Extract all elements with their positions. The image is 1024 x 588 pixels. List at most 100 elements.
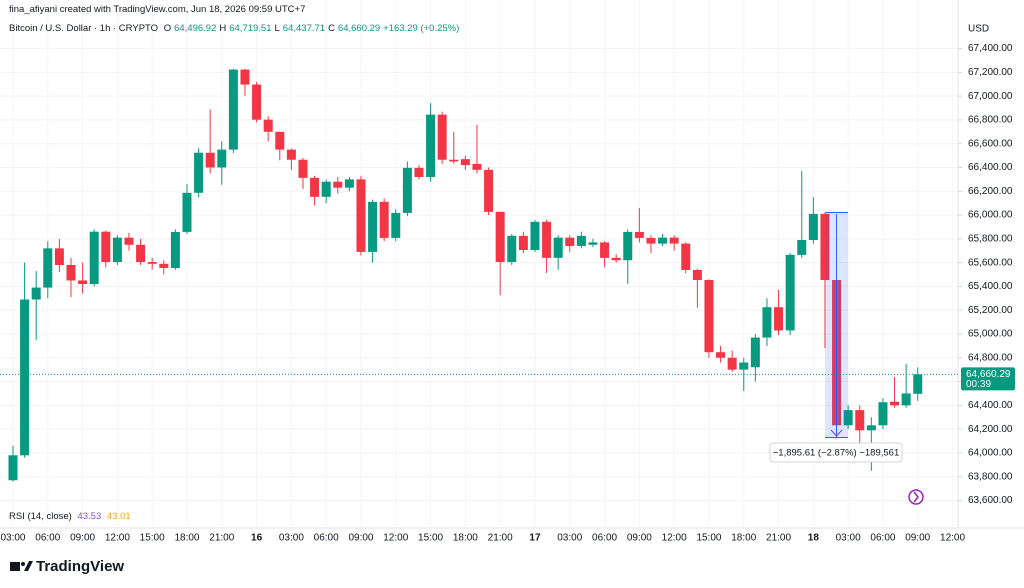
y-tick-label: 65,200.00	[968, 305, 1013, 316]
candle-body	[866, 425, 876, 431]
candle-body	[739, 362, 749, 370]
candle-body	[750, 337, 760, 368]
symbol: Bitcoin / U.S. Dollar · 1h · CRYPTO	[9, 23, 159, 34]
x-tick-label: 15:00	[140, 533, 165, 544]
last-price-label: 64,660.29	[966, 369, 1011, 380]
candle-body	[298, 159, 308, 178]
candle-body	[542, 221, 552, 258]
candle-body	[843, 410, 853, 426]
y-tick-label: 65,600.00	[968, 257, 1013, 268]
candle-body	[252, 84, 262, 120]
candle-body	[774, 307, 784, 331]
ohlc-key: H	[219, 23, 227, 34]
x-tick-label: 09:00	[905, 533, 930, 544]
candle-body	[344, 179, 354, 188]
candle-body	[205, 152, 215, 168]
candle-body	[20, 299, 30, 456]
x-tick-label: 03:00	[0, 533, 25, 544]
credit: fina_afiyani created with TradingView.co…	[9, 4, 306, 15]
candle-body	[147, 262, 157, 264]
x-tick-label: 12:00	[105, 533, 130, 544]
logo-slash	[24, 561, 33, 571]
candle-body	[878, 402, 888, 426]
logo-dot	[21, 562, 25, 566]
candle-body	[553, 237, 563, 258]
tradingview-logo	[10, 561, 33, 571]
candle-body	[136, 244, 146, 263]
ohlc-value: 64,437.71	[282, 23, 326, 34]
candle-body	[669, 237, 679, 244]
candle-body	[449, 159, 459, 162]
x-tick-label: 17	[529, 533, 541, 544]
candle-body	[890, 401, 900, 406]
candle-body	[101, 231, 111, 263]
candle-body	[286, 149, 296, 160]
candle-body	[797, 240, 807, 255]
candle-body	[901, 393, 911, 406]
legend: Bitcoin / U.S. Dollar · 1h · CRYPTO O 64,…	[9, 23, 462, 34]
x-tick-label: 03:00	[557, 533, 582, 544]
candle-body	[426, 114, 436, 177]
replay-icon[interactable]	[908, 489, 924, 505]
y-tick-label: 67,200.00	[968, 67, 1013, 78]
currency: USD	[968, 24, 989, 35]
candle-body	[182, 192, 192, 232]
candle-body	[124, 237, 134, 245]
candle-body	[495, 211, 505, 263]
candle-body	[217, 149, 227, 168]
candle-body	[414, 167, 424, 177]
x-tick-label: 03:00	[279, 533, 304, 544]
x-tick-label: 09:00	[627, 533, 652, 544]
candle-body	[762, 307, 772, 338]
x-tick-label: 06:00	[870, 533, 895, 544]
x-tick-label: 09:00	[348, 533, 373, 544]
candle-body	[565, 237, 575, 246]
brand: TradingView	[36, 558, 124, 575]
candle-body	[727, 357, 737, 370]
y-tick-label: 64,200.00	[968, 424, 1013, 435]
candle-body	[600, 242, 610, 258]
rsi-ma-value: 43.01	[106, 511, 131, 522]
x-tick-label: 18:00	[453, 533, 478, 544]
x-tick-label: 16	[251, 533, 263, 544]
x-tick-label: 18:00	[174, 533, 199, 544]
candle-body	[460, 159, 470, 166]
x-tick-label: 18:00	[731, 533, 756, 544]
last-price-box	[961, 367, 1015, 391]
candle-body	[681, 243, 691, 270]
x-tick-label: 09:00	[70, 533, 95, 544]
y-tick-label: 65,400.00	[968, 281, 1013, 292]
x-tick-label: 21:00	[766, 533, 791, 544]
candle-body	[31, 287, 41, 300]
candle-body	[228, 69, 238, 150]
candle-body	[658, 237, 668, 244]
y-tick-label: 67,000.00	[968, 91, 1013, 102]
ohlc-key: C	[328, 23, 335, 34]
x-tick-label: 15:00	[418, 533, 443, 544]
measure-label: −1,895.61 (−2.87%) −189,561	[773, 448, 900, 459]
ohlc-value: 64,719.51	[229, 23, 272, 34]
x-tick-label: 12:00	[662, 533, 687, 544]
candle-body	[704, 279, 714, 353]
x-tick-label: 18	[808, 533, 820, 544]
candle-body	[321, 181, 331, 197]
candle-body	[484, 169, 494, 212]
rsi-legend: RSI (14, close) 43.53 43.01	[9, 511, 134, 522]
y-tick-label: 64,000.00	[968, 448, 1013, 459]
candle-body	[78, 280, 88, 285]
candle-body	[855, 410, 865, 431]
x-tick-label: 12:00	[383, 533, 408, 544]
candle-body	[66, 265, 76, 281]
candle-body	[402, 167, 412, 213]
y-tick-label: 66,600.00	[968, 138, 1013, 149]
ohlc-key: O	[163, 23, 172, 34]
candle-body	[576, 235, 586, 246]
candle-body	[808, 213, 818, 241]
x-tick-label: 06:00	[314, 533, 339, 544]
candle-body	[159, 263, 169, 268]
x-tick-label: 21:00	[488, 533, 513, 544]
candle-body	[391, 212, 401, 238]
candle-body	[240, 69, 250, 85]
